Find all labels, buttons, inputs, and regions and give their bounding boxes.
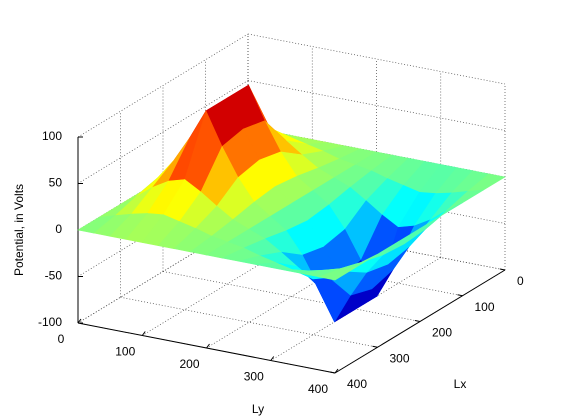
tick-mark <box>372 345 378 348</box>
y-tick-label: 200 <box>432 326 452 340</box>
tick-mark <box>206 343 210 349</box>
y-axis-label: Lx <box>454 377 467 391</box>
x-tick-label: 200 <box>179 357 199 371</box>
z-axis-label: Potential, in Volts <box>12 184 26 276</box>
grid-line <box>77 33 249 138</box>
x-tick-label: 0 <box>58 332 65 346</box>
z-tick-label: 50 <box>49 176 63 190</box>
z-tick-label: -100 <box>38 315 62 329</box>
tick-mark <box>499 268 506 271</box>
tick-mark <box>77 318 82 324</box>
grid-line <box>77 80 249 184</box>
tick-mark <box>270 356 275 361</box>
z-tick-label: 100 <box>42 129 62 143</box>
x-tick-label: 400 <box>308 382 328 396</box>
y-tick-label: 400 <box>347 377 367 391</box>
tick-mark <box>414 320 421 322</box>
tick-mark <box>334 368 339 374</box>
y-tick-label: 0 <box>517 274 524 288</box>
tick-mark <box>457 294 463 297</box>
x-axis-label: Ly <box>252 402 264 416</box>
tick-mark <box>141 331 146 336</box>
y-tick-label: 300 <box>390 351 410 365</box>
z-tick-label: 0 <box>55 222 62 236</box>
z-tick-label: -50 <box>45 269 63 283</box>
tick-mark <box>329 371 336 374</box>
y-tick-label: 100 <box>475 300 495 314</box>
x-tick-label: 100 <box>115 345 135 359</box>
x-tick-label: 300 <box>244 370 264 384</box>
surface-cell <box>317 266 357 281</box>
